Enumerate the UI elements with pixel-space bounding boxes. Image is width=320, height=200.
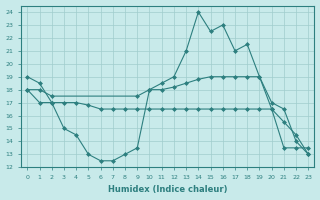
X-axis label: Humidex (Indice chaleur): Humidex (Indice chaleur) (108, 185, 228, 194)
